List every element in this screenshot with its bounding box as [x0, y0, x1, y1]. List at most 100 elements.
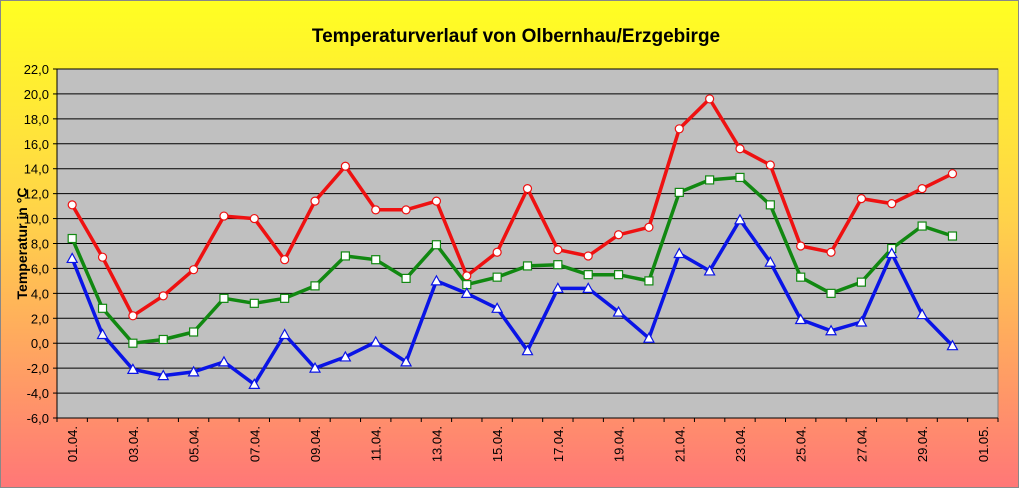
data-point [280, 255, 290, 265]
data-point [492, 272, 502, 282]
series-line [70, 175, 954, 345]
chart-title: Temperaturverlauf von Olbernhau/Erzgebir… [312, 26, 720, 47]
data-point [796, 272, 806, 282]
data-point [219, 211, 229, 221]
x-tick-label: 01.04. [65, 426, 80, 462]
x-tick-label: 23.04. [733, 426, 748, 462]
data-point [826, 247, 836, 257]
data-point [522, 184, 533, 194]
data-point [642, 331, 655, 343]
y-axis: -6,0 -4,0 -2,0 0,0 2,0 4,0 6,0 8,0 10,0 12,0 14,0 1… [24, 62, 998, 426]
x-tick-label: 15.04. [490, 426, 505, 462]
y-tick-label: 20,0 [24, 87, 49, 102]
data-point [917, 221, 927, 231]
y-tick-label: 8,0 [31, 237, 49, 252]
y-tick-label: 16,0 [24, 137, 49, 152]
data-point [582, 282, 595, 293]
data-point [340, 161, 350, 171]
y-axis-label: Temperatur in °C [14, 188, 30, 300]
data-point [521, 344, 534, 356]
data-point [97, 252, 108, 262]
data-point [794, 313, 807, 325]
data-point [644, 276, 654, 286]
data-point [826, 288, 836, 298]
data-point [157, 369, 170, 381]
data-point [187, 365, 200, 377]
x-tick-label: 27.04. [854, 426, 869, 462]
data-point [856, 194, 867, 204]
data-point [249, 298, 259, 308]
y-tick-label: -2,0 [27, 361, 49, 376]
series-3 [66, 213, 959, 389]
data-point [217, 355, 230, 367]
data-point [887, 199, 897, 209]
data-point [764, 255, 777, 267]
data-point [765, 160, 775, 170]
data-point [158, 334, 168, 345]
data-point [613, 270, 624, 280]
data-point [278, 328, 291, 340]
y-tick-label: 6,0 [31, 261, 49, 276]
data-point [128, 311, 138, 321]
data-point [158, 291, 168, 301]
data-point [946, 339, 959, 351]
data-point [825, 324, 838, 336]
data-point [613, 230, 624, 240]
data-point [674, 187, 684, 197]
data-point [674, 124, 684, 134]
data-point [371, 205, 381, 215]
y-tick-label: 2,0 [31, 311, 49, 326]
data-point [310, 281, 320, 291]
data-point [401, 205, 411, 215]
data-point [401, 273, 411, 283]
x-tick-label: 09.04. [308, 426, 323, 462]
data-point [66, 252, 79, 264]
series-2 [67, 172, 958, 348]
data-point [583, 251, 593, 261]
data-point [460, 287, 473, 298]
data-point [371, 255, 381, 265]
y-tick-label: 14,0 [24, 162, 49, 177]
data-point [339, 350, 352, 362]
data-point [431, 240, 442, 250]
data-point [705, 175, 715, 185]
data-point [703, 264, 716, 276]
data-point [96, 328, 109, 340]
data-point [735, 172, 745, 183]
data-point [673, 247, 686, 259]
data-point [249, 213, 259, 224]
data-point [400, 355, 413, 367]
data-point [856, 277, 867, 287]
x-tick-label: 03.04. [126, 426, 141, 462]
data-point [916, 308, 929, 320]
data-point [462, 271, 472, 281]
data-point [430, 274, 443, 286]
data-point [67, 200, 77, 210]
y-tick-label: -6,0 [27, 411, 49, 426]
data-point [491, 302, 504, 313]
data-point [553, 260, 563, 270]
series-line [70, 218, 954, 387]
data-point [369, 335, 382, 347]
x-axis: 01.04. 03.04. 05.04. 07.04. 09.04. 11.04. 13.0… [56, 418, 999, 462]
data-point [219, 293, 229, 303]
data-point [280, 293, 290, 303]
y-tick-label: 12,0 [24, 187, 49, 202]
data-point [126, 363, 139, 374]
data-point [522, 261, 533, 271]
data-point [97, 303, 108, 313]
data-point [583, 270, 593, 280]
data-series [66, 94, 959, 389]
data-point [885, 247, 898, 259]
x-tick-label: 01.05. [976, 426, 991, 462]
data-point [188, 327, 199, 337]
x-tick-label: 21.04. [672, 426, 687, 462]
data-point [553, 245, 563, 255]
data-point [644, 222, 654, 232]
data-point [855, 315, 868, 327]
data-point [340, 251, 350, 261]
data-point [492, 247, 502, 257]
x-tick-label: 25.04. [794, 426, 809, 462]
data-point [796, 241, 806, 251]
